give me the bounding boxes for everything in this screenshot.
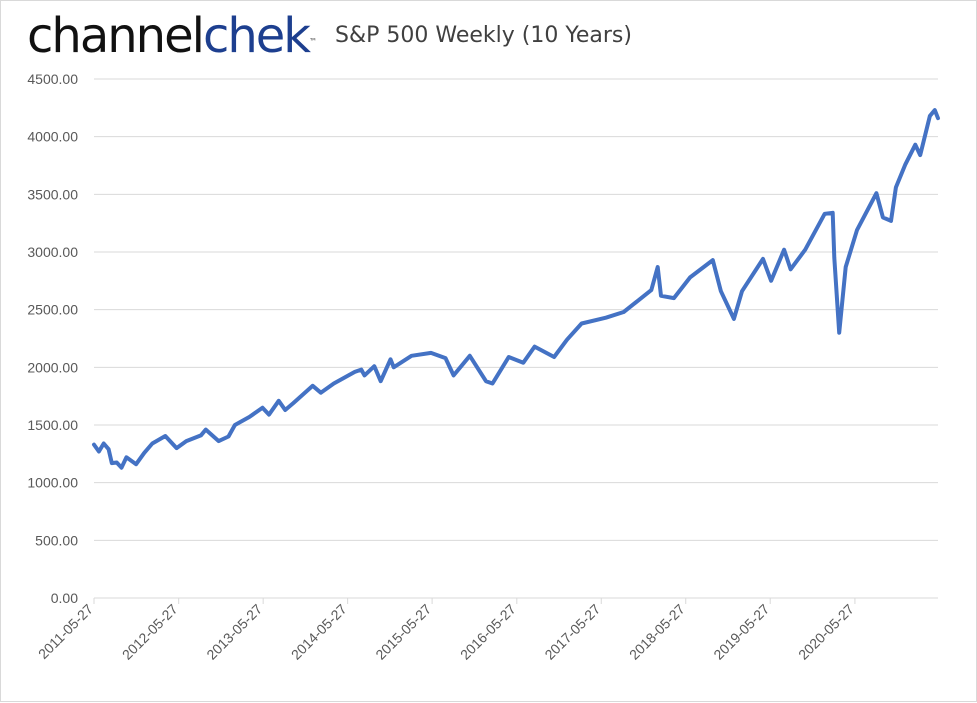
- y-tick-label: 3000.00: [27, 244, 78, 260]
- y-tick-label: 2000.00: [27, 359, 78, 375]
- x-tick-label: 2013-05-27: [203, 601, 265, 663]
- series-line: [92, 108, 940, 470]
- x-tick-label: 2014-05-27: [288, 601, 350, 663]
- y-tick-label: 4000.00: [27, 129, 78, 145]
- x-tick-label: 2012-05-27: [119, 601, 181, 663]
- x-tick-label: 2016-05-27: [457, 601, 519, 663]
- y-tick-label: 1500.00: [27, 417, 78, 433]
- x-tick-label: 2018-05-27: [626, 601, 688, 663]
- x-tick-label: 2011-05-27: [35, 601, 96, 662]
- y-tick-label: 3500.00: [27, 186, 78, 202]
- y-tick-label: 1000.00: [27, 475, 78, 491]
- x-tick-label: 2017-05-27: [541, 601, 603, 663]
- x-tick-label: 2020-05-27: [795, 601, 857, 663]
- logo-part2: chek: [202, 8, 311, 64]
- channelchek-logo: channelchek ™: [27, 7, 317, 65]
- y-tick-label: 500.00: [35, 532, 78, 548]
- logo-part1: channel: [27, 8, 205, 64]
- y-tick-label: 4500.00: [27, 71, 78, 87]
- chart-title: S&P 500 Weekly (10 Years): [335, 23, 632, 48]
- y-tick-label: 0.00: [51, 590, 78, 606]
- logo-trademark: ™: [309, 37, 318, 46]
- x-tick-label: 2015-05-27: [372, 601, 434, 663]
- y-tick-label: 2500.00: [27, 302, 78, 318]
- x-tick-label: 2019-05-27: [710, 601, 772, 663]
